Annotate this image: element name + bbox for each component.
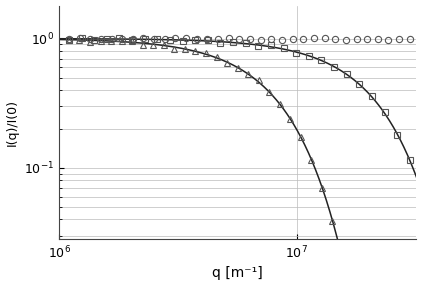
Y-axis label: I(q)/I(0): I(q)/I(0): [5, 99, 19, 146]
X-axis label: q [m⁻¹]: q [m⁻¹]: [212, 267, 263, 281]
